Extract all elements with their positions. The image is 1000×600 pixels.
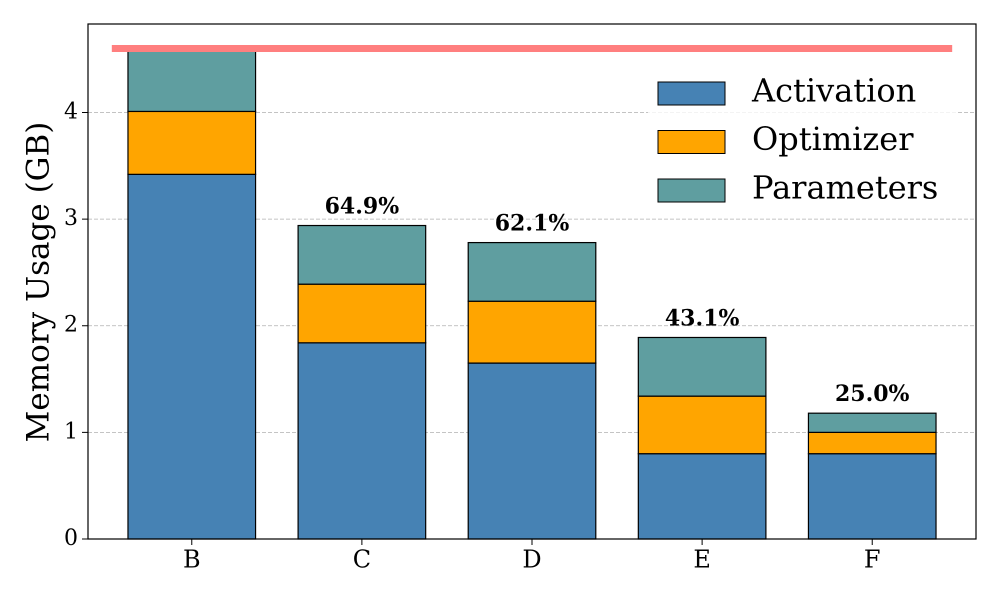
bar-segment: [637, 453, 767, 540]
y-tick-label: 0: [64, 526, 78, 551]
bar-segment: [127, 110, 257, 175]
bar-segment: [127, 48, 257, 113]
bar-segment: [297, 342, 427, 540]
bar-label: 43.1%: [665, 305, 740, 331]
x-tick-label: E: [693, 546, 711, 574]
bar-segment: [467, 300, 597, 364]
bar-segment: [807, 453, 937, 540]
x-tick-label: D: [522, 546, 541, 574]
bar-segment: [467, 241, 597, 302]
x-tick-label: C: [353, 546, 371, 574]
bar-label: 64.9%: [325, 194, 400, 220]
plot-frame: [87, 23, 977, 540]
legend-swatch: [657, 178, 726, 203]
y-tick-label: 2: [64, 313, 78, 338]
x-tick-label: B: [183, 546, 201, 574]
bar-segment: [467, 362, 597, 540]
bar-segment: [807, 431, 937, 455]
legend-label: Parameters: [752, 169, 938, 207]
y-tick-label: 3: [64, 206, 78, 231]
bar-segment: [297, 224, 427, 285]
bar-label: 62.1%: [495, 211, 570, 237]
bar-segment: [637, 395, 767, 455]
legend-label: Optimizer: [752, 120, 914, 158]
legend-swatch: [657, 81, 726, 106]
x-tick-label: F: [864, 546, 881, 574]
bar-segment: [807, 412, 937, 433]
bar-segment: [127, 173, 257, 540]
y-tick-label: 4: [64, 99, 78, 124]
y-tick-label: 1: [64, 419, 78, 444]
bar-segment: [297, 283, 427, 344]
legend-swatch: [657, 130, 726, 154]
legend-label: Activation: [751, 72, 916, 110]
bar-label: 25.0%: [835, 381, 910, 407]
y-axis-label: Memory Usage (GB): [21, 122, 57, 443]
bar-segment: [637, 336, 767, 397]
